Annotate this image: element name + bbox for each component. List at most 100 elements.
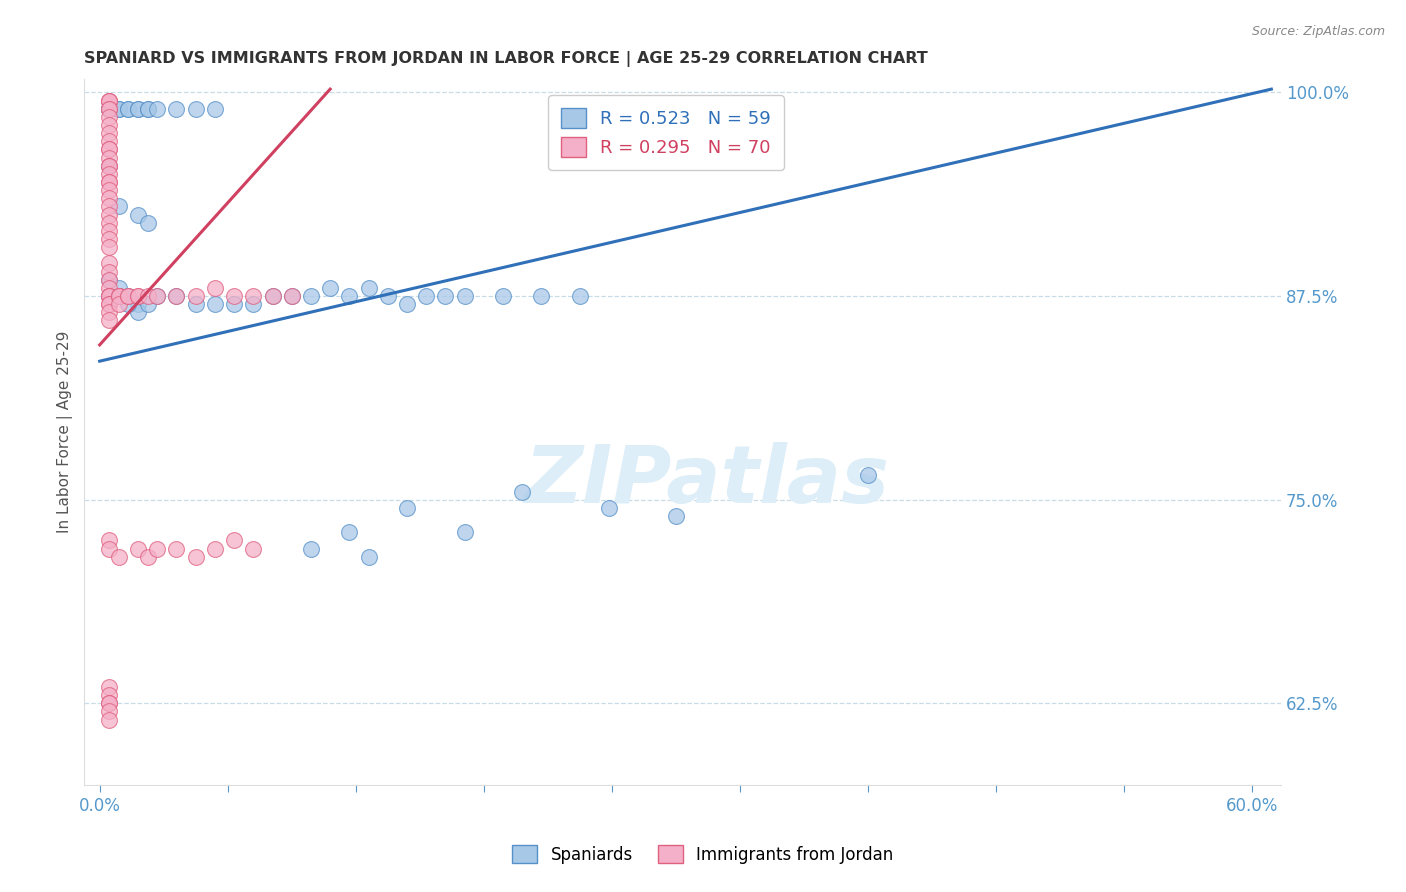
- Y-axis label: In Labor Force | Age 25-29: In Labor Force | Age 25-29: [58, 331, 73, 533]
- Point: [146, 102, 169, 116]
- Point: [357, 281, 380, 295]
- Point: [204, 102, 226, 116]
- Legend: Spaniards, Immigrants from Jordan: Spaniards, Immigrants from Jordan: [506, 838, 900, 871]
- Text: SPANIARD VS IMMIGRANTS FROM JORDAN IN LABOR FORCE | AGE 25-29 CORRELATION CHART: SPANIARD VS IMMIGRANTS FROM JORDAN IN LA…: [84, 51, 928, 67]
- Point: [98, 175, 121, 189]
- Point: [98, 305, 121, 319]
- Point: [299, 541, 322, 556]
- Point: [98, 541, 121, 556]
- Point: [108, 289, 131, 303]
- Point: [98, 134, 121, 148]
- Point: [204, 297, 226, 311]
- Point: [98, 273, 121, 287]
- Point: [224, 297, 246, 311]
- Point: [434, 289, 457, 303]
- Point: [117, 289, 139, 303]
- Point: [98, 126, 121, 140]
- Point: [98, 289, 121, 303]
- Point: [108, 199, 131, 213]
- Point: [98, 289, 121, 303]
- Point: [98, 94, 121, 108]
- Point: [117, 297, 139, 311]
- Point: [117, 102, 139, 116]
- Point: [242, 297, 264, 311]
- Point: [98, 313, 121, 327]
- Point: [146, 289, 169, 303]
- Point: [117, 289, 139, 303]
- Point: [98, 696, 121, 710]
- Point: [262, 289, 284, 303]
- Point: [98, 273, 121, 287]
- Point: [98, 713, 121, 727]
- Point: [98, 208, 121, 222]
- Point: [224, 533, 246, 548]
- Point: [166, 102, 188, 116]
- Point: [136, 549, 159, 564]
- Point: [98, 175, 121, 189]
- Point: [98, 159, 121, 173]
- Point: [204, 281, 226, 295]
- Point: [568, 289, 591, 303]
- Point: [98, 110, 121, 124]
- Point: [280, 289, 302, 303]
- Point: [136, 102, 159, 116]
- Point: [395, 297, 418, 311]
- Point: [98, 191, 121, 205]
- Point: [184, 102, 207, 116]
- Point: [492, 289, 515, 303]
- Point: [98, 224, 121, 238]
- Point: [98, 94, 121, 108]
- Point: [665, 508, 688, 523]
- Point: [108, 289, 131, 303]
- Point: [166, 289, 188, 303]
- Point: [127, 541, 149, 556]
- Point: [242, 289, 264, 303]
- Point: [108, 297, 131, 311]
- Point: [98, 102, 121, 116]
- Point: [98, 102, 121, 116]
- Point: [127, 297, 149, 311]
- Point: [262, 289, 284, 303]
- Point: [98, 142, 121, 156]
- Point: [98, 688, 121, 702]
- Point: [166, 541, 188, 556]
- Point: [98, 199, 121, 213]
- Point: [280, 289, 302, 303]
- Point: [98, 159, 121, 173]
- Point: [98, 297, 121, 311]
- Point: [98, 680, 121, 694]
- Point: [98, 264, 121, 278]
- Point: [98, 102, 121, 116]
- Point: [127, 102, 149, 116]
- Point: [98, 232, 121, 246]
- Text: Source: ZipAtlas.com: Source: ZipAtlas.com: [1251, 25, 1385, 38]
- Point: [204, 541, 226, 556]
- Point: [98, 151, 121, 165]
- Point: [98, 256, 121, 270]
- Point: [98, 289, 121, 303]
- Point: [98, 216, 121, 230]
- Point: [166, 289, 188, 303]
- Legend: R = 0.523   N = 59, R = 0.295   N = 70: R = 0.523 N = 59, R = 0.295 N = 70: [548, 95, 783, 169]
- Point: [136, 102, 159, 116]
- Point: [184, 549, 207, 564]
- Point: [98, 102, 121, 116]
- Point: [319, 281, 342, 295]
- Point: [415, 289, 437, 303]
- Text: ZIPatlas: ZIPatlas: [524, 442, 889, 520]
- Point: [108, 102, 131, 116]
- Point: [98, 289, 121, 303]
- Point: [184, 297, 207, 311]
- Point: [98, 142, 121, 156]
- Point: [108, 102, 131, 116]
- Point: [98, 297, 121, 311]
- Point: [108, 289, 131, 303]
- Point: [242, 541, 264, 556]
- Point: [98, 281, 121, 295]
- Point: [530, 289, 553, 303]
- Point: [117, 102, 139, 116]
- Point: [184, 289, 207, 303]
- Point: [453, 525, 475, 540]
- Point: [127, 208, 149, 222]
- Point: [377, 289, 399, 303]
